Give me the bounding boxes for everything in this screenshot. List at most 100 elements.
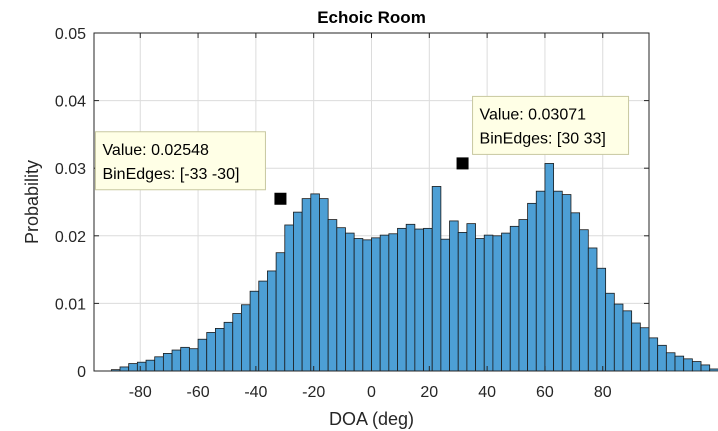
histogram-bar <box>622 310 633 372</box>
histogram-bar <box>570 212 581 372</box>
histogram-bar <box>327 219 338 372</box>
x-tick-label: -20 <box>302 384 325 401</box>
datatip-value: Value: 0.02548 <box>102 142 209 159</box>
histogram-bar <box>449 220 459 372</box>
histogram-bar <box>145 359 156 372</box>
histogram-bar <box>371 237 381 372</box>
x-tick-label: 20 <box>420 384 438 401</box>
histogram-bar <box>275 252 286 372</box>
histogram-bar <box>639 327 650 372</box>
histogram-bar <box>544 163 555 372</box>
datatip-box <box>472 95 630 155</box>
datatip-bin-edges: BinEdges: [30 33] <box>480 130 606 147</box>
histogram-bar <box>691 361 702 372</box>
histogram-bar <box>223 321 234 372</box>
histogram-bar <box>379 234 390 372</box>
histogram-bar <box>553 190 563 372</box>
histogram-bar <box>674 355 685 372</box>
y-tick-label: 0.02 <box>55 229 86 246</box>
histogram-bar <box>657 344 667 372</box>
histogram-bar <box>631 322 641 372</box>
histogram-bar <box>258 280 268 372</box>
chart-title: Echoic Room <box>317 8 426 27</box>
histogram-bar <box>345 232 355 372</box>
histogram-bar <box>241 304 251 372</box>
y-tick-label: 0.01 <box>55 296 86 313</box>
histogram-bar <box>648 337 659 372</box>
histogram-bar <box>319 198 329 372</box>
histogram-bar <box>215 328 225 372</box>
histogram-bar <box>197 338 208 372</box>
x-axis-label: DOA (deg) <box>329 409 414 429</box>
bars <box>110 163 718 372</box>
histogram-bar <box>405 223 416 372</box>
histogram-bar <box>535 190 546 372</box>
x-tick-label: 80 <box>594 384 612 401</box>
histogram-bar <box>587 247 598 372</box>
histogram-bar <box>284 224 294 372</box>
histogram-bar <box>154 356 164 372</box>
histogram-bar <box>561 194 572 372</box>
histogram-bar <box>171 349 182 372</box>
histogram-bar <box>700 364 711 372</box>
datatip-bin-edges: BinEdges: [-33 -30] <box>102 166 239 183</box>
x-tick-label: -60 <box>187 384 210 401</box>
datatip-marker <box>456 157 469 170</box>
histogram-bar <box>310 193 320 372</box>
histogram-bar <box>709 368 718 372</box>
histogram-bar <box>475 238 485 372</box>
x-tick-label: 60 <box>536 384 554 401</box>
histogram-bar <box>605 292 615 372</box>
y-tick-label: 0.03 <box>55 161 86 178</box>
histogram-bar <box>440 238 450 372</box>
y-tick-label: 0.04 <box>55 94 86 111</box>
histogram-bar <box>431 186 442 372</box>
histogram-bar <box>596 267 607 372</box>
histogram-bar <box>414 228 424 372</box>
datatip: Value: 0.03071 BinEdges: [30 33] <box>456 95 630 170</box>
histogram-bar <box>267 270 277 372</box>
histogram-bar <box>492 235 502 372</box>
histogram-bar <box>249 290 260 372</box>
histogram-bar <box>509 225 520 372</box>
histogram-bar <box>162 353 173 372</box>
histogram-bar <box>466 223 476 372</box>
y-tick-label: 0.05 <box>55 26 86 43</box>
histogram-bar <box>353 238 364 372</box>
histogram-bar <box>232 313 242 372</box>
histogram-bar <box>336 227 346 372</box>
x-tick-label: 0 <box>367 384 376 401</box>
histogram-bar <box>613 303 624 372</box>
x-tick-label: -80 <box>129 384 152 401</box>
datatip-value: Value: 0.03071 <box>480 106 587 123</box>
histogram-bar <box>188 348 199 372</box>
datatip-box <box>94 131 266 191</box>
x-tick-label: 40 <box>478 384 496 401</box>
histogram-bar <box>362 239 372 372</box>
histogram-bar <box>301 198 312 372</box>
histogram-bar <box>119 366 130 372</box>
histogram-bar <box>518 219 528 372</box>
histogram-bar <box>293 211 303 372</box>
y-axis-label: Probability <box>22 160 42 244</box>
datatip: Value: 0.02548 BinEdges: [-33 -30] <box>94 131 287 205</box>
histogram-bar <box>501 232 511 372</box>
histogram-bar <box>180 346 190 372</box>
histogram-bar <box>128 363 138 372</box>
x-axis-ticks: -80 -60 -40 -20 0 20 40 60 80 <box>129 33 612 401</box>
y-tick-label: 0 <box>77 364 86 381</box>
histogram-bar <box>457 232 468 372</box>
histogram-bar <box>579 229 589 372</box>
datatip-marker <box>274 192 287 205</box>
histogram-bar <box>527 202 537 372</box>
histogram-bar <box>683 358 693 372</box>
histogram-bar <box>483 234 494 372</box>
x-tick-label: -40 <box>244 384 267 401</box>
histogram-bar <box>665 352 676 372</box>
histogram-bar <box>388 233 398 372</box>
histogram-bar <box>136 361 147 372</box>
histogram-bar <box>206 332 216 372</box>
y-axis-ticks: 0 0.01 0.02 0.03 0.04 0.05 <box>55 26 649 381</box>
